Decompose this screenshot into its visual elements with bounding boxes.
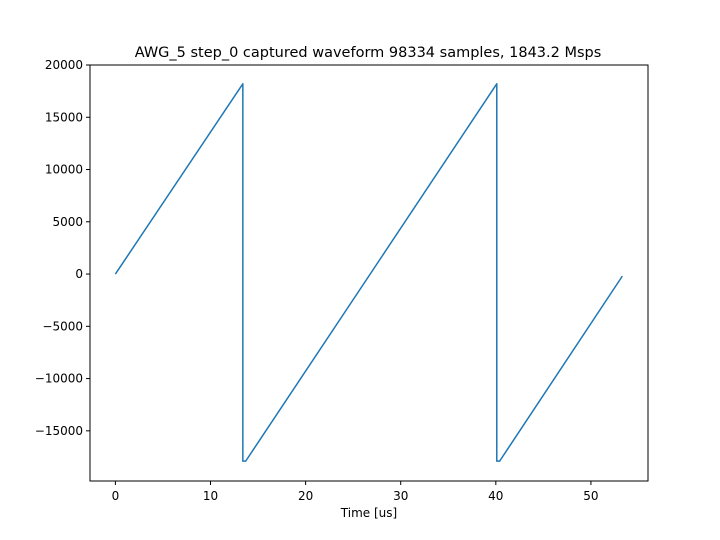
- x-axis: 0 10 20 30 40 50: [112, 481, 599, 503]
- x-tick-label: 30: [393, 489, 408, 503]
- plot-frame: [89, 64, 649, 482]
- x-tick-label: 40: [488, 489, 503, 503]
- y-tick-label: 5000: [52, 215, 83, 229]
- x-tick-label: 0: [112, 489, 120, 503]
- x-axis-label: Time [us]: [340, 506, 397, 520]
- y-tick-label: −5000: [42, 319, 83, 333]
- y-tick-label: −15000: [35, 424, 83, 438]
- y-tick-label: 10000: [45, 163, 83, 177]
- x-tick-label: 50: [583, 489, 598, 503]
- y-axis: −15000 −10000 −5000 0 5000 10000 15000 20000: [35, 58, 90, 438]
- y-tick-label: 20000: [45, 58, 83, 72]
- series-line-0: [114, 83, 623, 462]
- plot-area: [114, 83, 623, 462]
- y-tick-label: 0: [75, 267, 83, 281]
- x-tick-label: 20: [298, 489, 313, 503]
- y-tick-label: 15000: [45, 110, 83, 124]
- x-tick-label: 10: [203, 489, 218, 503]
- chart-title: AWG_5 step_0 captured waveform 98334 sam…: [135, 45, 602, 61]
- y-tick-label: −10000: [35, 372, 83, 386]
